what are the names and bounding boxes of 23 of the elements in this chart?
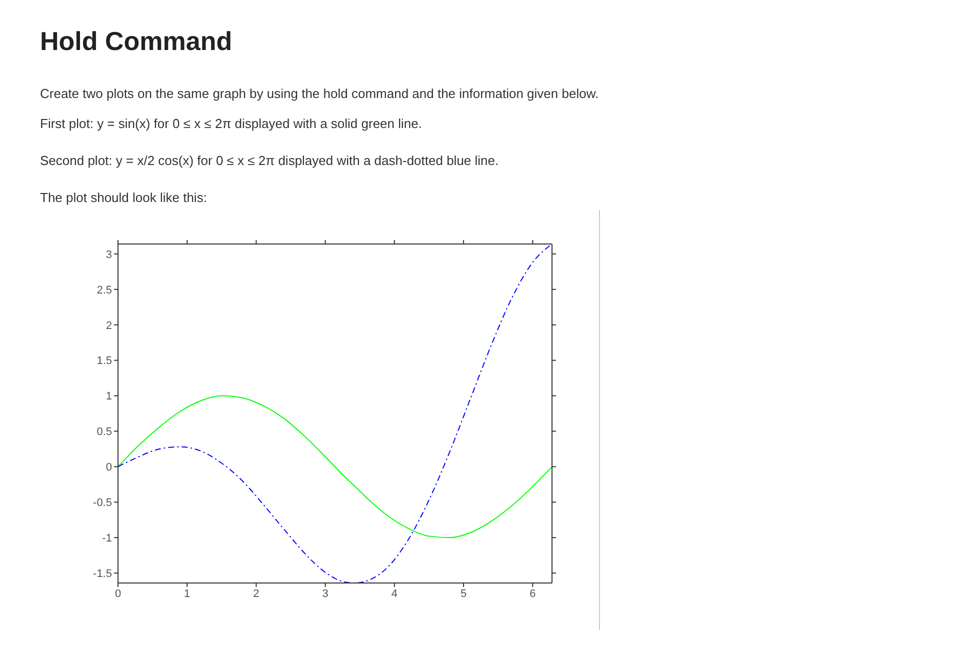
text: Second plot: y = x/2 cos(x) for 0 ≤ x ≤ 2π displayed with a dash-dotted blue line. — [40, 153, 499, 168]
x-tick-label: 6 — [530, 588, 536, 600]
y-tick-label: 1 — [106, 390, 112, 403]
line-series — [118, 395, 552, 538]
y-tick-label: 3 — [106, 248, 112, 261]
x-tick-label: 5 — [460, 588, 467, 600]
x-tick-label: 2 — [253, 588, 260, 600]
y-tick-label: -0.5 — [93, 497, 112, 510]
y-tick-label: -1 — [102, 532, 112, 545]
y-tick-label: 2.5 — [96, 284, 112, 296]
x-tick-label: 0 — [114, 588, 122, 600]
text: First plot: y = sin(x) for 0 ≤ x ≤ 2π displayed with a solid green line. — [40, 116, 422, 131]
y-tick-label: 0.5 — [96, 426, 112, 438]
x-tick-label: 3 — [322, 588, 328, 600]
y-tick-label: 0 — [106, 462, 112, 474]
x-tick-label: 4 — [391, 588, 398, 600]
text: Create two plots on the same graph by using the hold command and the information given below. — [40, 86, 599, 101]
y-tick-label: -1.5 — [93, 568, 112, 580]
y-tick-label: 1.5 — [96, 355, 112, 368]
text: The plot should look like this: — [40, 190, 207, 205]
chart-title: Hold Command — [40, 26, 232, 57]
y-tick-label: 2 — [106, 320, 112, 332]
x-tick-label: 1 — [184, 588, 190, 600]
